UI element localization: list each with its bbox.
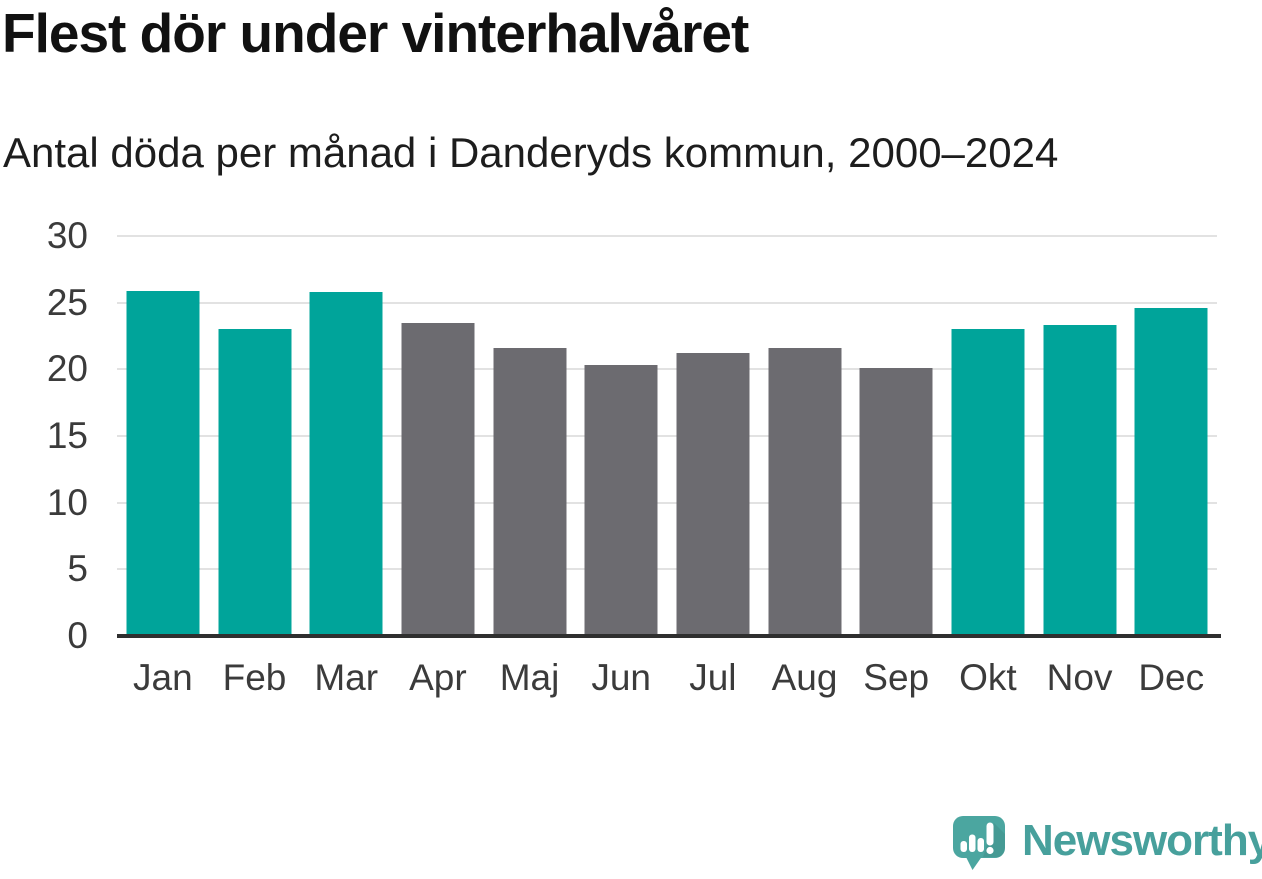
x-tick-label: Aug bbox=[771, 657, 838, 698]
bar-nov bbox=[1043, 325, 1117, 636]
x-tick-label: Feb bbox=[222, 657, 287, 698]
bar-slot bbox=[1125, 236, 1217, 636]
grid-line bbox=[117, 301, 1217, 304]
grid-line bbox=[117, 435, 1217, 437]
x-tick-label: Dec bbox=[1138, 657, 1205, 698]
x-tick-label: Nov bbox=[1046, 657, 1113, 698]
y-tick-label: 20 bbox=[46, 348, 88, 390]
bar-slot bbox=[392, 236, 484, 636]
bar-slot bbox=[667, 236, 759, 636]
bar-aug bbox=[768, 348, 842, 636]
x-tick-label: Apr bbox=[409, 657, 467, 698]
newsworthy-logo-icon bbox=[953, 816, 1005, 870]
y-tick-label: 0 bbox=[67, 615, 88, 656]
y-tick-label: 5 bbox=[67, 548, 88, 590]
x-axis-line bbox=[117, 634, 1221, 638]
bar-slot bbox=[117, 236, 209, 636]
y-tick-label: 25 bbox=[46, 281, 88, 323]
bar-slot bbox=[209, 236, 301, 636]
x-axis: Jan Feb Mar Apr Maj Jun Jul Aug Sep Okt Nov Dec bbox=[117, 654, 1217, 702]
grid-line bbox=[117, 235, 1217, 237]
bar-maj bbox=[493, 348, 567, 636]
bar-slot bbox=[1034, 236, 1126, 636]
x-tick-label: Jul bbox=[689, 657, 737, 698]
bar-slot bbox=[850, 236, 942, 636]
grid-line bbox=[117, 568, 1217, 571]
y-tick-label: 10 bbox=[46, 481, 88, 523]
x-tick-label: Jan bbox=[133, 657, 193, 698]
x-tick-label: Maj bbox=[499, 657, 560, 698]
brand-name: Newsworthy bbox=[1022, 816, 1262, 865]
y-axis: 0 5 10 15 20 25 30 bbox=[0, 215, 88, 656]
bars-container bbox=[117, 236, 1217, 636]
bar-slot bbox=[575, 236, 667, 636]
brand-footer: Newsworthy bbox=[944, 808, 1262, 874]
chart-title: Flest dör under vinterhalvåret bbox=[2, 2, 749, 64]
bar-slot bbox=[759, 236, 851, 636]
bar-slot bbox=[484, 236, 576, 636]
y-tick-label: 30 bbox=[46, 215, 88, 256]
bar-slot bbox=[942, 236, 1034, 636]
bar-feb bbox=[218, 329, 291, 636]
x-tick-label: Sep bbox=[863, 657, 930, 698]
plot-area bbox=[117, 235, 1221, 638]
bar-jan bbox=[126, 290, 200, 636]
x-tick-label: Jun bbox=[591, 657, 652, 698]
grid-line bbox=[117, 368, 1217, 371]
x-tick-label: Okt bbox=[959, 657, 1017, 698]
bar-jul bbox=[676, 353, 750, 636]
bar-mar bbox=[309, 292, 383, 636]
grid-line bbox=[117, 501, 1217, 504]
bar-sep bbox=[859, 368, 933, 636]
bar-dec bbox=[1134, 308, 1208, 636]
bar-jun bbox=[584, 365, 658, 636]
chart-subtitle: Antal döda per månad i Danderyds kommun,… bbox=[3, 129, 1059, 176]
bar-slot bbox=[300, 236, 392, 636]
x-tick-label: Mar bbox=[314, 657, 379, 698]
bar-apr bbox=[401, 322, 475, 636]
bar-okt bbox=[951, 329, 1025, 636]
y-tick-label: 15 bbox=[46, 415, 88, 456]
